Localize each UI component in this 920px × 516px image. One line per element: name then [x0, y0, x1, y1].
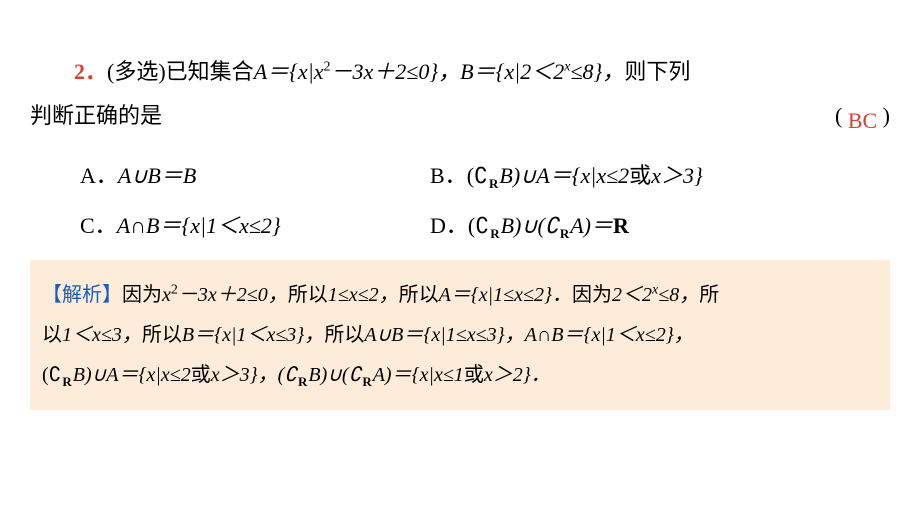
exp-p1a: 因为 — [122, 284, 162, 306]
option-d: D．(∁RB)∪(∁RA)＝R — [430, 208, 629, 240]
explanation-label: 【解析】 — [42, 284, 122, 306]
option-d-sub1: R — [490, 226, 499, 241]
set-b-def-prefix: B＝{x|2＜2 — [460, 59, 564, 84]
exp-p2b: 1＜x≤3， — [62, 324, 142, 346]
question-stem-line1: 2．(多选)已知集合A＝{x|x2－3x＋2≤0}，B＝{x|2＜2x≤8}，则… — [30, 50, 890, 94]
option-b-mid: B)∪A＝{x|x≤2 — [499, 163, 629, 188]
exp-p1g: 所以 — [399, 284, 439, 306]
exp-p3sub1: R — [62, 374, 71, 389]
exp-p1m: 所 — [699, 284, 719, 306]
answer-bracket: ( BC ) — [835, 94, 890, 138]
option-b-sub: R — [489, 176, 498, 191]
set-a-def-prefix: A＝{x|x — [254, 59, 324, 84]
exp-p3e: A)＝{x|x≤1 — [373, 364, 464, 386]
options-block: A．A∪B＝B B．(∁RB)∪A＝{x|x≤2或x＞3} C．A∩B＝{x|1… — [30, 158, 890, 240]
option-b-or: 或 — [629, 163, 651, 188]
exp-p1i: 因为 — [572, 284, 612, 306]
option-c-label: C． — [80, 213, 117, 238]
option-row-1: A．A∪B＝B B．(∁RB)∪A＝{x|x≤2或x＞3} — [30, 158, 890, 190]
exp-p3d: B)∪(∁ — [308, 364, 361, 386]
exp-p1c: 2 — [171, 282, 178, 297]
option-d-prefix: (∁ — [468, 213, 489, 238]
exp-p1h: A＝{x|1≤x≤2}． — [439, 284, 572, 306]
exp-p3sub3: R — [362, 374, 371, 389]
stem-text-1: 已知集合 — [166, 59, 254, 84]
option-d-bold-r: R — [613, 213, 629, 238]
option-a-content: A∪B＝B — [118, 163, 196, 188]
exp-p1e: 所以 — [288, 284, 328, 306]
option-d-sub2: R — [560, 226, 569, 241]
exp-p3b: B)∪A＝{x|x≤2 — [73, 364, 191, 386]
option-b: B．(∁RB)∪A＝{x|x≤2或x＞3} — [430, 158, 703, 190]
exp-p3a: (∁ — [42, 364, 61, 386]
question-number: 2． — [74, 59, 107, 84]
set-a-def-mid: －3x＋2≤0}， — [331, 59, 461, 84]
set-b-def-suffix: ≤8}， — [570, 59, 624, 84]
question-block: 2．(多选)已知集合A＝{x|x2－3x＋2≤0}，B＝{x|2＜2x≤8}，则… — [30, 50, 890, 138]
exp-p3c: x＞3}，(∁ — [211, 364, 297, 386]
option-b-prefix: (∁ — [467, 163, 488, 188]
exp-p3f: x＞2}． — [484, 364, 551, 386]
exp-p3sub2: R — [298, 374, 307, 389]
option-c: C．A∩B＝{x|1＜x≤2} — [80, 208, 430, 240]
explanation-box: 【解析】因为x2－3x＋2≤0，所以1≤x≤2，所以A＝{x|1≤x≤2}．因为… — [30, 260, 890, 410]
question-type: (多选) — [107, 59, 166, 84]
set-a-exp: 2 — [324, 60, 331, 75]
option-c-content: A∩B＝{x|1＜x≤2} — [117, 213, 281, 238]
exp-p1f: 1≤x≤2， — [328, 284, 399, 306]
exp-p1j: 2＜2 — [612, 284, 652, 306]
exp-p2e: 所以 — [324, 324, 364, 346]
exp-p2f: A∪B＝{x|1≤x≤3}，A∩B＝{x|1＜x≤2}， — [364, 324, 693, 346]
exp-p3or1: 或 — [191, 364, 211, 386]
paren-close: ) — [883, 103, 890, 128]
answer-text: BC — [848, 108, 877, 133]
exp-p2a: 以 — [42, 324, 62, 346]
stem-line2-text: 判断正确的是 — [30, 103, 162, 128]
option-a: A．A∪B＝B — [80, 158, 430, 190]
option-d-label: D． — [430, 213, 468, 238]
exp-p2d: B＝{x|1＜x≤3}， — [182, 324, 324, 346]
paren-open: ( — [835, 103, 842, 128]
option-b-suffix: x＞3} — [651, 163, 703, 188]
exp-p3or2: 或 — [464, 364, 484, 386]
stem-tail: 则下列 — [624, 59, 690, 84]
option-d-mid2: A)＝ — [570, 213, 613, 238]
option-d-mid1: B)∪(∁ — [501, 213, 559, 238]
option-b-label: B． — [430, 163, 467, 188]
option-a-label: A． — [80, 163, 118, 188]
question-stem-line2: 判断正确的是 ( BC ) — [30, 94, 890, 138]
option-row-2: C．A∩B＝{x|1＜x≤2} D．(∁RB)∪(∁RA)＝R — [30, 208, 890, 240]
exp-p2c: 所以 — [142, 324, 182, 346]
exp-p1b: x — [162, 284, 171, 306]
exp-p1l: ≤8， — [658, 284, 699, 306]
exp-p1d: －3x＋2≤0， — [178, 284, 288, 306]
